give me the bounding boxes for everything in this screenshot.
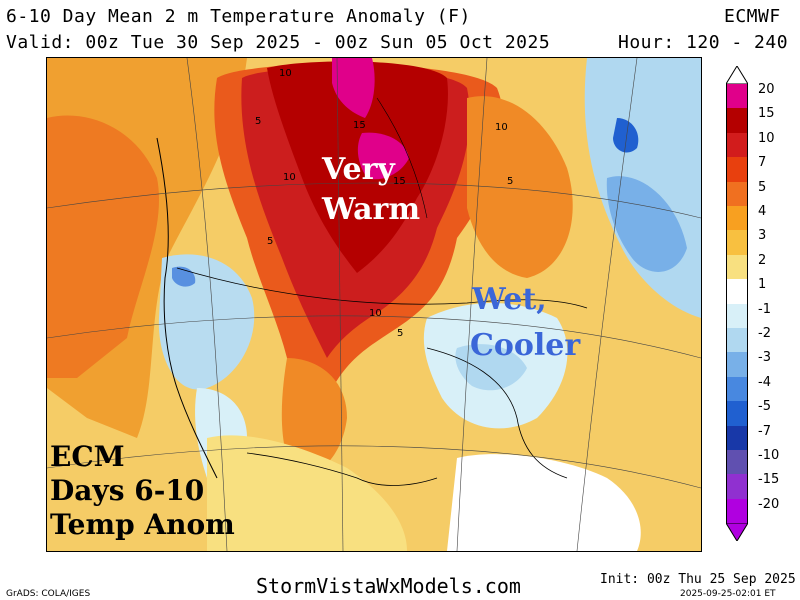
legend-swatch bbox=[726, 254, 748, 280]
legend-tick-label: -3 bbox=[758, 350, 771, 366]
legend-swatch bbox=[726, 230, 748, 255]
legend-tick-label: -20 bbox=[758, 496, 780, 512]
east-coastline bbox=[426, 347, 568, 479]
legend-tick-label: 3 bbox=[758, 228, 767, 244]
map-title: 6-10 Day Mean 2 m Temperature Anomaly (F… bbox=[6, 6, 471, 27]
lat-line-2 bbox=[47, 315, 701, 359]
legend-swatch bbox=[726, 474, 748, 499]
hudson-bay-coast bbox=[376, 97, 428, 219]
legend-swatch bbox=[726, 498, 748, 524]
wet-label: Wet, bbox=[472, 282, 547, 317]
contour-label: 10 bbox=[495, 122, 508, 133]
warm-label: Warm bbox=[322, 192, 421, 227]
eastern-cooler-core bbox=[455, 344, 527, 391]
lon-line-4 bbox=[576, 58, 638, 551]
legend-swatch bbox=[726, 279, 748, 304]
lat-line-3 bbox=[47, 445, 701, 489]
caption: ECM Days 6-10 Temp Anom bbox=[50, 440, 235, 542]
legend-tick-label: 2 bbox=[758, 252, 767, 268]
canada-us-border bbox=[176, 267, 588, 309]
gulf-coastline bbox=[246, 452, 438, 486]
contour-label: 5 bbox=[267, 236, 273, 247]
contour-label: 15 bbox=[353, 120, 366, 131]
contour-label: 5 bbox=[255, 116, 261, 127]
legend-tick-label: 7 bbox=[758, 155, 767, 171]
legend-tick-label: -2 bbox=[758, 326, 771, 341]
legend-tick-label: -15 bbox=[758, 472, 780, 488]
contour-label: 10 bbox=[369, 308, 382, 319]
warm-ridge-core bbox=[267, 61, 448, 273]
legend-tick-label: 20 bbox=[758, 82, 775, 97]
legend-tick-label: 4 bbox=[758, 204, 767, 219]
legend-swatch bbox=[726, 157, 748, 182]
legend-swatch bbox=[726, 132, 748, 158]
contour-label: 5 bbox=[507, 176, 513, 187]
contour-label: 5 bbox=[397, 328, 403, 339]
legend-swatch bbox=[726, 352, 748, 377]
lon-line-3 bbox=[456, 58, 488, 551]
lon-line-1 bbox=[186, 58, 228, 551]
legend-tick-label: -4 bbox=[758, 374, 771, 390]
legend-tick-label: 15 bbox=[758, 106, 775, 122]
legend-swatch bbox=[726, 376, 748, 402]
grads-credit: GrADS: COLA/IGES bbox=[6, 589, 91, 599]
legend-tick-label: 10 bbox=[758, 130, 775, 146]
legend-swatch bbox=[726, 425, 748, 450]
legend-swatch bbox=[726, 108, 748, 133]
legend-swatch bbox=[726, 450, 748, 475]
legend-tick-label: -10 bbox=[758, 448, 780, 463]
forecast-hour: Hour: 120 - 240 bbox=[618, 32, 789, 53]
very-label: Very bbox=[322, 152, 395, 187]
anomaly-map: 10 5 15 10 15 5 10 5 10 5 bbox=[46, 57, 702, 552]
contour-label: 15 bbox=[393, 176, 406, 187]
timestamp: 2025-09-25-02:01 ET bbox=[680, 589, 776, 599]
lat-line-1 bbox=[47, 182, 701, 219]
caption-line-3: Temp Anom bbox=[50, 508, 235, 541]
model-name: ECMWF bbox=[724, 6, 781, 27]
legend-tick-label: 5 bbox=[758, 179, 767, 195]
init-time: Init: 00z Thu 25 Sep 2025 bbox=[600, 572, 796, 587]
legend-swatch bbox=[726, 206, 748, 231]
magenta-max-north bbox=[332, 58, 375, 118]
legend-swatch bbox=[726, 84, 748, 109]
west-coastline bbox=[156, 137, 218, 479]
northeast-warm-area bbox=[467, 96, 573, 278]
legend-arrow-bottom bbox=[726, 523, 748, 542]
site-name: StormVistaWxModels.com bbox=[256, 574, 521, 598]
caribbean-neutral-area bbox=[447, 454, 641, 551]
contour-label: 10 bbox=[283, 172, 296, 183]
caption-line-2: Days 6-10 bbox=[50, 474, 205, 507]
legend-tick-label: -5 bbox=[758, 399, 771, 415]
cooler-label: Cooler bbox=[470, 328, 581, 363]
legend-tick-label: -1 bbox=[758, 301, 771, 317]
legend-tick-label: -7 bbox=[758, 423, 771, 439]
valid-period: Valid: 00z Tue 30 Sep 2025 - 00z Sun 05 … bbox=[6, 32, 551, 53]
legend-swatch bbox=[726, 181, 748, 206]
caption-line-1: ECM bbox=[50, 440, 125, 473]
legend-swatch bbox=[726, 303, 748, 328]
legend-arrow-top bbox=[726, 66, 748, 84]
labrador-cold-spot bbox=[613, 118, 639, 153]
magenta-max-center bbox=[357, 132, 409, 180]
legend-swatch bbox=[726, 328, 748, 353]
contour-label: 10 bbox=[279, 68, 292, 79]
legend-tick-label: 1 bbox=[758, 277, 767, 293]
west-cool-area bbox=[158, 254, 255, 390]
atlantic-cold-area bbox=[606, 176, 687, 272]
legend-swatch bbox=[726, 401, 748, 426]
pacific-warm-core bbox=[47, 115, 160, 378]
gulf-mild-area bbox=[207, 435, 407, 551]
map-canvas: 10 5 15 10 15 5 10 5 10 5 bbox=[47, 58, 701, 551]
